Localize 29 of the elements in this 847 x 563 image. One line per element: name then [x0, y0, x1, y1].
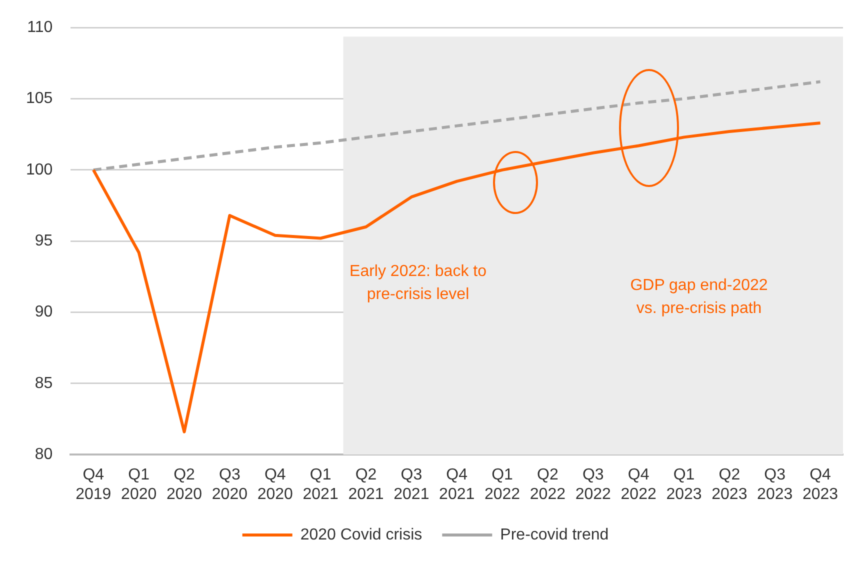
x-tick-label: Q1 2020 [121, 466, 157, 503]
y-tick-label: 85 [34, 374, 53, 392]
y-tick-label: 80 [34, 446, 53, 464]
x-tick-label: Q3 2020 [212, 466, 248, 503]
x-tick-label: Q1 2022 [484, 466, 520, 503]
x-tick-label: Q3 2023 [757, 466, 793, 503]
x-tick-label: Q1 2023 [666, 466, 702, 503]
annotation: GDP gap end-2022 vs. pre-crisis path [630, 276, 768, 317]
x-tick-label: Q4 2023 [802, 466, 838, 503]
line-series [92, 80, 822, 172]
legend-label: 2020 Covid crisis [300, 526, 422, 544]
x-tick-label: Q2 2021 [348, 466, 384, 503]
x-tick-label: Q3 2021 [394, 466, 430, 503]
y-tick-label: 110 [27, 19, 53, 36]
x-tick-label: Q3 2022 [575, 466, 612, 503]
annotation: Early 2022: back to pre-crisis level [350, 262, 487, 303]
legend-label: Pre-covid trend [500, 526, 609, 544]
x-tick-label: Q1 2021 [302, 466, 338, 503]
y-tick-label: 90 [34, 304, 53, 321]
y-tick-label: 100 [26, 161, 53, 178]
x-tick-label: Q4 2020 [257, 466, 294, 503]
y-tick-label: 105 [26, 90, 53, 108]
x-tick-label: Q4 2019 [76, 466, 112, 503]
x-tick-label: Q4 2022 [620, 466, 656, 503]
x-tick-label: Q2 2023 [712, 466, 748, 503]
x-tick-label: Q2 2022 [530, 466, 566, 503]
y-tick-label: 95 [34, 232, 53, 250]
x-tick-label: Q4 2021 [439, 466, 475, 503]
x-tick-label: Q2 2020 [166, 466, 202, 503]
